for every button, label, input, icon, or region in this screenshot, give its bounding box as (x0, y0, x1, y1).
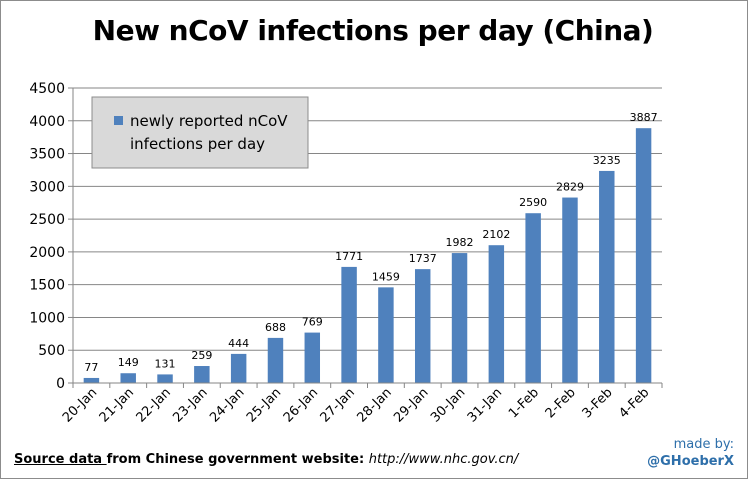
data-label-22-Jan: 131 (155, 357, 176, 370)
x-tick-label-25-Jan: 25-Jan (244, 385, 284, 425)
x-tick-label-21-Jan: 21-Jan (97, 385, 137, 425)
bar-31-Jan (488, 245, 505, 383)
x-tick-label-22-Jan: 22-Jan (134, 385, 174, 425)
data-label-29-Jan: 1737 (409, 252, 437, 265)
chart-title: New nCoV infections per day (China) (92, 14, 654, 47)
source-label: Source data (14, 452, 107, 467)
bar-3-Feb (599, 170, 615, 383)
data-label-1-Feb: 2590 (519, 196, 547, 209)
legend-swatch (114, 116, 123, 125)
x-tick-label-29-Jan: 29-Jan (391, 385, 431, 425)
y-tick-label: 2500 (29, 212, 65, 228)
data-label-27-Jan: 1771 (335, 250, 363, 263)
bar-21-Jan (120, 373, 136, 383)
data-label-28-Jan: 1459 (372, 270, 400, 283)
data-label-4-Feb: 3887 (630, 111, 658, 124)
source-note: Source data from Chinese government webs… (14, 452, 518, 467)
source-text: from Chinese government website: (106, 452, 369, 467)
x-tick-label-2-Feb: 2-Feb (543, 385, 579, 421)
x-tick-label-3-Feb: 3-Feb (580, 385, 616, 421)
data-label-23-Jan: 259 (191, 349, 212, 362)
bar-22-Jan (157, 374, 173, 383)
bar-27-Jan (341, 266, 357, 383)
credit: made by: @GHoeberX (647, 436, 734, 470)
bar-24-Jan (230, 353, 247, 383)
x-axis-ticks: 20-Jan21-Jan22-Jan23-Jan24-Jan25-Jan26-J… (60, 383, 663, 426)
x-tick-label-4-Feb: 4-Feb (616, 385, 652, 421)
legend-box (91, 96, 309, 169)
y-tick-label: 0 (56, 376, 65, 392)
y-tick-label: 2000 (29, 245, 65, 261)
y-tick-label: 500 (38, 343, 65, 359)
data-label-26-Jan: 769 (302, 316, 323, 329)
data-labels: 77 149 131 259 444 688 769 1771 1459 1737 1982 2102… (84, 111, 657, 374)
legend-label-line2: infections per day (130, 135, 265, 153)
data-label-30-Jan: 1982 (446, 236, 474, 249)
bar-4-Feb (635, 128, 652, 383)
bar-29-Jan (414, 269, 431, 383)
bar-23-Jan (194, 366, 210, 383)
x-tick-label-28-Jan: 28-Jan (354, 385, 394, 425)
y-tick-label: 1500 (29, 278, 65, 294)
bar-25-Jan (267, 337, 284, 383)
bar-20-Jan (83, 377, 100, 383)
x-tick-label-30-Jan: 30-Jan (428, 385, 468, 425)
data-label-24-Jan: 444 (228, 337, 249, 350)
data-label-25-Jan: 688 (265, 321, 286, 334)
source-url: http://www.nhc.gov.cn/ (368, 452, 519, 467)
bars (83, 128, 652, 383)
data-label-3-Feb: 3235 (593, 154, 621, 167)
data-label-21-Jan: 149 (118, 356, 139, 369)
data-label-2-Feb: 2829 (556, 181, 584, 194)
x-tick-label-24-Jan: 24-Jan (207, 385, 247, 425)
x-tick-label-20-Jan: 20-Jan (60, 385, 100, 425)
x-tick-label-31-Jan: 31-Jan (465, 385, 505, 425)
bar-28-Jan (378, 287, 394, 383)
bar-26-Jan (304, 332, 321, 383)
bar-30-Jan (451, 253, 468, 383)
data-label-31-Jan: 2102 (482, 228, 510, 241)
author-handle: @GHoeberX (647, 454, 734, 469)
made-by-label: made by: (673, 437, 734, 452)
y-tick-label: 4000 (29, 114, 65, 130)
bar-1-Feb (525, 213, 541, 383)
x-tick-label-23-Jan: 23-Jan (170, 385, 210, 425)
data-label-20-Jan: 77 (84, 361, 98, 374)
y-tick-label: 3000 (29, 179, 65, 195)
x-tick-label-1-Feb: 1-Feb (506, 385, 542, 421)
y-tick-label: 3500 (29, 147, 65, 163)
axes (72, 88, 662, 384)
legend: newly reported nCoV infections per day (91, 96, 309, 169)
y-axis-ticks: 0 500 1000 1500 2000 2500 3000 3500 4000 4500 (29, 81, 73, 392)
x-tick-label-27-Jan: 27-Jan (318, 385, 358, 425)
legend-label-line1: newly reported nCoV (130, 112, 288, 130)
y-tick-label: 4500 (29, 81, 65, 97)
bar-2-Feb (562, 197, 578, 383)
y-tick-label: 1000 (29, 310, 65, 326)
x-tick-label-26-Jan: 26-Jan (281, 385, 321, 425)
